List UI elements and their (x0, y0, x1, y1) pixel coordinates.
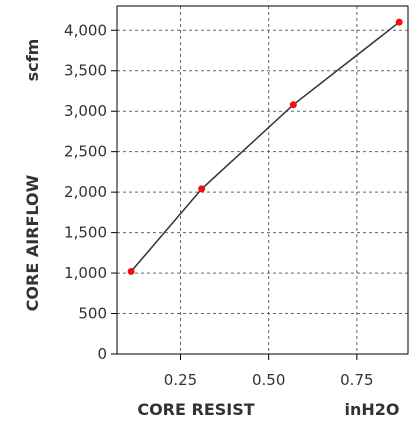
y-tick-label: 500 (78, 305, 107, 323)
grid (117, 6, 408, 354)
y-tick-label: 0 (97, 345, 107, 363)
y-tick-label: 1,500 (64, 224, 107, 242)
y-tick-label: 2,000 (64, 183, 107, 201)
x-axis-label: CORE RESIST (137, 400, 254, 419)
y-tick-label: 1,000 (64, 264, 107, 282)
y-tick-label: 4,000 (64, 21, 107, 39)
y-axis-ticks: 0 500 1,000 1,500 2,000 2,500 3,000 3,500 4,000 (64, 21, 117, 363)
y-tick-label: 2,500 (64, 143, 107, 161)
x-axis-unit: inH2O (345, 400, 400, 419)
y-axis-label: CORE AIRFLOW (23, 174, 42, 311)
y-tick-label: 3,500 (64, 62, 107, 80)
y-axis-unit: scfm (23, 39, 42, 82)
data-point (198, 185, 206, 193)
data-point (127, 267, 135, 275)
series-line (130, 21, 400, 272)
data-series (127, 18, 403, 275)
x-axis-ticks: 0.25 0.50 0.75 (164, 354, 374, 389)
data-point (289, 101, 297, 109)
plot-frame (116, 5, 409, 355)
data-point (395, 18, 403, 26)
x-tick-label: 0.75 (340, 371, 373, 389)
x-tick-label: 0.50 (252, 371, 285, 389)
y-tick-label: 3,000 (64, 102, 107, 120)
x-tick-label: 0.25 (164, 371, 197, 389)
